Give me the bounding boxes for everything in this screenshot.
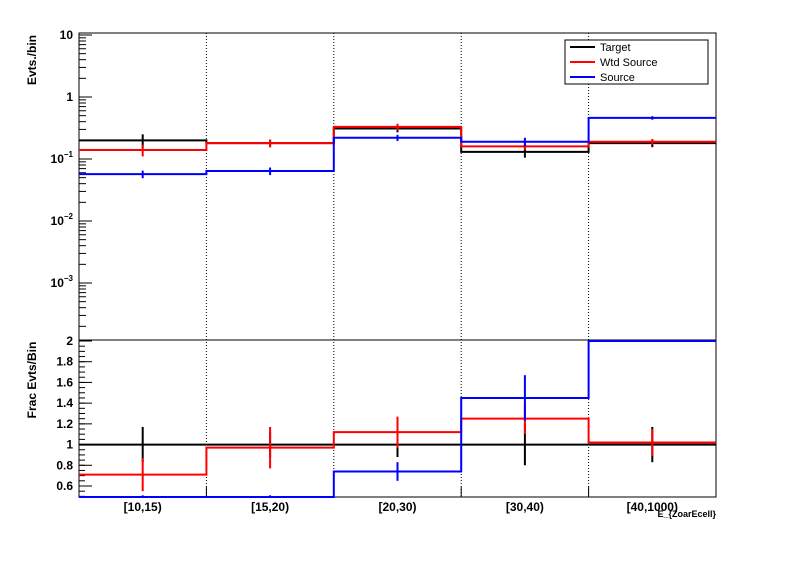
x-axis-label: E_{ZoarEcell} [657,509,716,519]
top-y-tick-label: 10−2 [51,212,74,228]
bottom-y-tick-label: 1.6 [56,375,73,389]
bottom-y-tick-label: 1.8 [56,355,73,369]
bottom-y-tick-label: 2 [66,334,73,348]
bottom-y-tick-label: 0.8 [56,458,73,472]
top-y-tick-label: 10−3 [51,274,74,290]
legend-entry-label: Source [600,72,635,84]
bottom-y-tick-label: 1 [66,438,73,452]
legend-entry-label: Wtd Source [600,57,657,69]
bottom-series-step [79,340,716,498]
bottom-y-tick-label: 1.2 [56,417,73,431]
bottom-y-axis-label: Frac Evts/Bin [25,342,39,419]
x-category-label: [15,20) [251,500,289,514]
top-y-tick-label: 1 [66,90,73,104]
top-y-axis-label: Evts./bin [25,35,39,85]
bottom-y-tick-label: 0.6 [56,479,73,493]
legend-entry-label: Target [600,42,631,54]
x-category-label: [20,30) [378,500,416,514]
x-category-label: [10,15) [124,500,162,514]
x-category-label: [40,1000) [627,500,678,514]
top-y-tick-label: 10 [60,28,74,42]
bottom-y-tick-label: 1.4 [56,396,73,410]
x-category-label: [30,40) [506,500,544,514]
top-y-tick-label: 10−1 [51,150,74,166]
